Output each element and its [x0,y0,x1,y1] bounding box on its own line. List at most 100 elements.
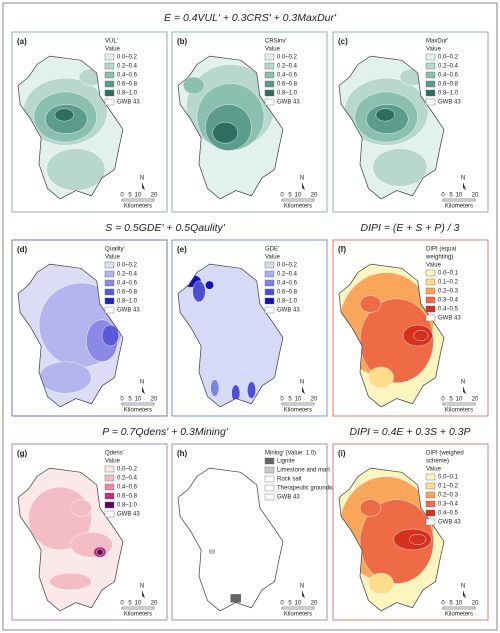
scale-tick: 10 [456,193,463,199]
north-label: N [461,380,465,386]
legend-swatch [264,89,275,97]
scale-unit: Kilometers [284,612,312,618]
legend-item: Therapeutic groundwater [277,486,344,492]
map [338,467,445,612]
legend-title: Value [265,255,281,261]
legend-item: GWB 43 [117,308,140,314]
legend-item: 0.8–1.0 [277,299,298,305]
scale-tick: 10 [295,397,302,403]
scale-bar [281,402,315,406]
scale-tick: 5 [128,601,132,607]
scale-tick: 5 [288,601,292,607]
scale-tick: 20 [151,193,158,199]
zones [28,486,113,591]
zone [359,499,382,517]
legend-swatch [425,473,436,481]
map [338,55,445,200]
legend-item: 0.8–1.0 [117,503,138,509]
legend-swatch [264,53,275,61]
scale-tick: 0 [120,397,124,403]
legend-swatch [264,484,275,492]
scale-tick: 0 [441,397,445,403]
scale-unit: Kilometers [124,204,152,210]
legend-swatch [104,80,115,88]
scale-tick: 5 [128,397,132,403]
map [338,263,445,408]
map-panel: (c) MaxDur' Value 0.0–0.2 0.2–0.4 0.4–0.6 0.6–… [332,31,489,213]
legend-item: 0.4–0.6 [438,73,459,79]
north-label: N [140,584,144,590]
legend-item: 0.6–0.8 [117,82,138,88]
legend-item: 0.2–0.3 [438,289,459,295]
legend-item: 0.0–0.2 [117,467,138,473]
legend-swatch [425,80,436,88]
legend-item: 0.3–0.4 [438,502,459,508]
legend-swatch [104,297,115,305]
panel-label: (h) [177,449,188,458]
legend-swatch [425,89,436,97]
scale-bar [281,198,315,202]
scale-unit: Kilometers [124,612,152,618]
map-panel: (d) Quality' Value 0.0–0.2 0.2–0.4 0.4–0.6 0.6… [11,239,168,417]
zone [413,330,429,341]
panel-label: (b) [177,37,188,46]
legend-swatch [425,314,436,322]
legend-item: 0.0–0.2 [277,263,298,269]
map-panel: (f) DIPI (equal weighting) Value 0.0–0.1 0.1–… [332,239,489,417]
zone [38,361,92,394]
legend-swatch [425,62,436,70]
legend-swatch [264,71,275,79]
legend-swatch [264,466,275,474]
legend-item: 0.0–0.2 [277,55,298,61]
scale-tick: 20 [311,601,318,607]
north-label: N [140,176,144,182]
legend-title: scheme) [426,459,449,465]
legend-item: 0.2–0.4 [117,476,138,482]
scale-bar [121,402,155,406]
legend-title: Qdens' [105,451,124,457]
scale-tick: 20 [311,193,318,199]
zones [23,68,108,191]
legend-item: 0.3–0.4 [438,298,459,304]
map [177,467,284,612]
scale-tick: 10 [135,193,142,199]
north-label: N [300,176,304,182]
scale-tick: 20 [472,601,479,607]
map [177,55,284,200]
legend-title: Mining' (Value: 1.0) [265,451,316,457]
legend-item: GWB 43 [438,100,461,106]
scale-tick: 10 [295,601,302,607]
zone [359,295,382,313]
legend-item: 0.4–0.5 [438,307,459,313]
legend-item: Limestone and marl [277,468,330,474]
legend-title: Value [426,467,442,473]
legend-item: GWB 43 [117,100,140,106]
scale-tick: 20 [151,601,158,607]
map-panel: (a) VUL' Value 0.0–0.2 0.2–0.4 0.4–0.6 0.6–0.8… [11,31,168,213]
legend-swatch [104,89,115,97]
legend-title: DIPI (equal [426,247,456,253]
legend-swatch [104,53,115,61]
scale-tick: 5 [449,397,453,403]
legend-item: 0.1–0.2 [438,280,459,286]
legend-swatch [425,98,436,106]
zone [46,148,106,191]
scale-unit: Kilometers [284,408,312,414]
legend-item: 0.0–0.1 [438,271,459,277]
scale-tick: 5 [128,193,132,199]
north-arrow [463,386,466,394]
panel-label: (d) [17,245,28,254]
zone [409,534,427,545]
legend-swatch [104,306,115,314]
legend-item: 0.2–0.4 [117,272,138,278]
north-arrow [142,590,145,598]
panel-label: (a) [17,37,27,46]
legend-swatch [264,270,275,278]
scale-unit: Kilometers [445,408,473,414]
legend-swatch [264,261,275,269]
north-arrow [463,182,466,190]
zone [210,379,220,397]
formula: DIPI = 0.4E + 0.3S + 0.3P [349,426,470,438]
zones [339,272,434,389]
